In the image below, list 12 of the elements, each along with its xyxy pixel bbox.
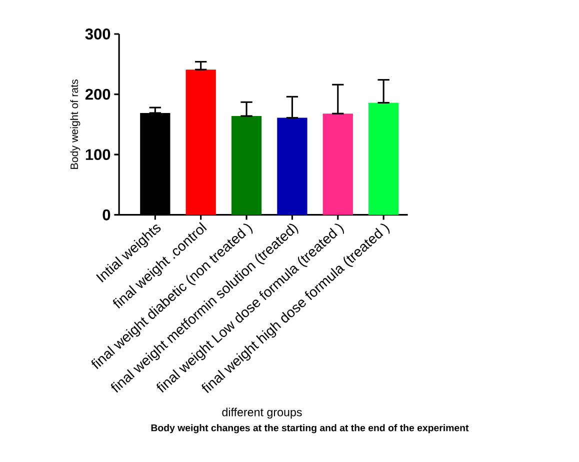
y-tick-label: 0 [102, 209, 110, 220]
bar [186, 70, 216, 215]
y-tick-label: 300 [85, 28, 110, 40]
y-axis-title: Body weight of rats [70, 80, 80, 169]
x-axis-title: different groups [222, 408, 302, 419]
bar [277, 118, 308, 215]
bar [322, 114, 353, 215]
text: Body weight changes at the starting and at the end of the experiment [151, 424, 469, 434]
y-tick-label: 100 [86, 149, 110, 160]
bar [368, 102, 399, 215]
bar [231, 116, 262, 215]
y-tick-label: 200 [85, 88, 110, 100]
